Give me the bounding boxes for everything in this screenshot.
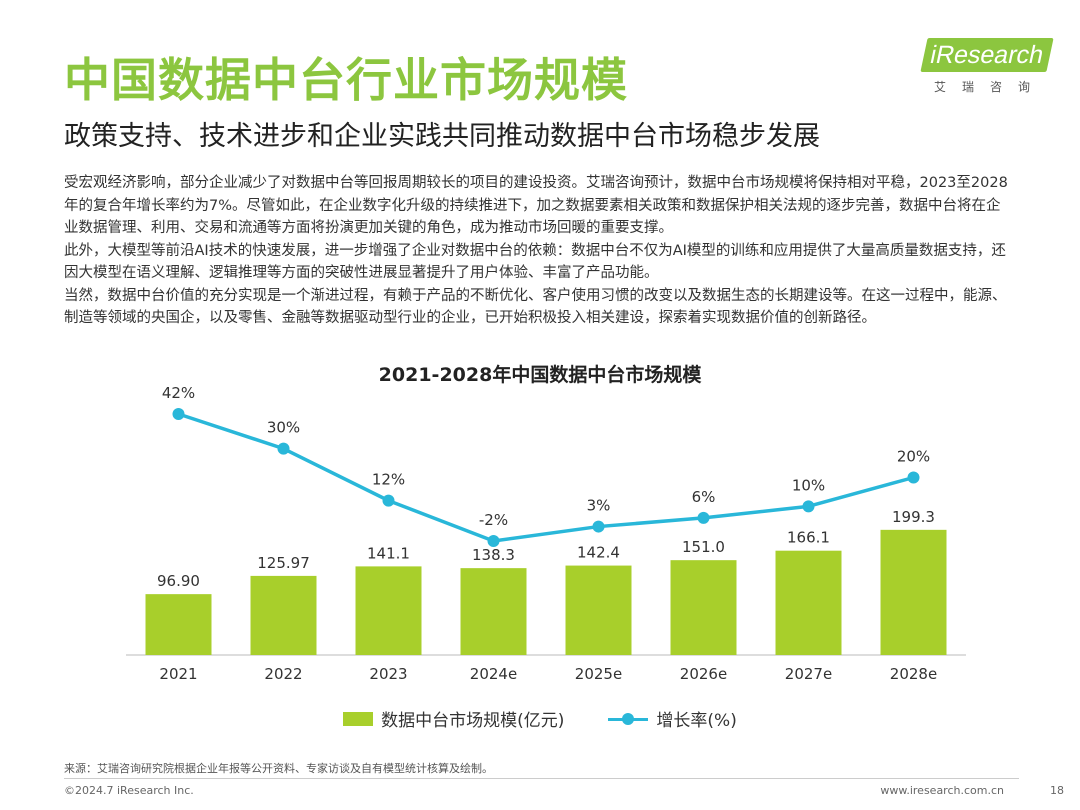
bar-value-label: 142.4 <box>577 544 620 562</box>
growth-rate-label: 3% <box>587 497 611 515</box>
body-paragraph: 当然，数据中台价值的充分实现是一个渐进过程，有赖于产品的不断优化、客户使用习惯的… <box>64 287 1007 327</box>
bar <box>250 575 317 655</box>
growth-rate-point <box>697 511 710 524</box>
x-tick-label: 2027e <box>785 665 832 683</box>
body-text: 受宏观经济影响，部分企业减少了对数据中台等回报周期较长的项目的建设投资。艾瑞咨询… <box>64 172 1014 330</box>
website-link[interactable]: www.iresearch.com.cn <box>880 784 1004 797</box>
bar-value-label: 141.1 <box>367 544 410 562</box>
bar <box>460 568 527 655</box>
bar-value-label: 151.0 <box>682 538 725 556</box>
growth-rate-label: 12% <box>372 471 405 489</box>
legend-bar-swatch <box>343 711 374 726</box>
bar-value-label: 96.90 <box>157 572 200 590</box>
growth-rate-label: 20% <box>897 448 930 466</box>
legend-item-bar: 数据中台市场规模(亿元) <box>343 706 564 731</box>
body-paragraph: 此外，大模型等前沿AI技术的快速发展，进一步增强了企业对数据中台的依赖：数据中台… <box>64 242 1006 282</box>
growth-rate-point <box>172 408 185 420</box>
footer-divider <box>64 778 1019 779</box>
bar-value-label: 138.3 <box>472 546 515 564</box>
growth-rate-line <box>177 412 914 543</box>
bar <box>670 560 737 655</box>
bar <box>775 550 842 655</box>
growth-rate-label: 42% <box>162 384 195 402</box>
bar <box>355 566 422 655</box>
x-tick-label: 2026e <box>680 665 727 683</box>
x-tick-label: 2025e <box>575 665 622 683</box>
source-note: 来源：艾瑞咨询研究院根据企业年报等公开资料、专家访谈及自有模型统计核算及绘制。 <box>64 762 493 775</box>
bar <box>880 529 947 655</box>
legend-line-label: 增长率(%) <box>656 711 737 731</box>
x-tick-label: 2022 <box>264 665 302 683</box>
chart-title: 2021-2028年中国数据中台市场规模 <box>378 364 702 386</box>
growth-rate-point <box>487 535 500 547</box>
bar <box>145 594 212 655</box>
bar <box>565 565 632 655</box>
x-tick-label: 2023 <box>369 665 407 683</box>
legend-line-swatch <box>608 712 649 726</box>
legend-bar-label: 数据中台市场规模(亿元) <box>381 711 565 731</box>
growth-rate-point <box>907 471 920 484</box>
growth-rate-label: 10% <box>792 476 825 494</box>
page-subtitle: 政策支持、技术进步和企业实践共同推动数据中台市场稳步发展 <box>64 121 820 152</box>
copyright: ©2024.7 iResearch Inc. <box>64 784 194 797</box>
growth-rate-label: -2% <box>479 511 508 529</box>
growth-rate-label: 6% <box>692 488 716 506</box>
page-title: 中国数据中台行业市场规模 <box>64 53 628 107</box>
logo-subtitle: 艾瑞咨询 <box>934 80 1047 94</box>
bar-value-label: 166.1 <box>787 529 830 547</box>
chart-legend: 数据中台市场规模(亿元) 增长率(%) <box>0 706 1080 731</box>
iresearch-logo: iResearch 艾瑞咨询 <box>920 36 1054 98</box>
growth-rate-point <box>277 442 290 455</box>
bar-value-label: 199.3 <box>892 508 935 526</box>
legend-item-line: 增长率(%) <box>608 706 737 731</box>
growth-rate-label: 30% <box>267 419 300 437</box>
x-tick-label: 2024e <box>470 665 517 683</box>
bar-value-label: 125.97 <box>257 554 310 572</box>
x-tick-label: 2021 <box>159 665 197 683</box>
page-number: 18 <box>1050 784 1064 797</box>
growth-rate-point <box>592 520 605 533</box>
growth-rate-point <box>802 500 815 513</box>
growth-rate-point <box>382 494 395 507</box>
body-paragraph: 受宏观经济影响，部分企业减少了对数据中台等回报周期较长的项目的建设投资。艾瑞咨询… <box>64 175 1008 236</box>
x-tick-label: 2028e <box>890 665 937 683</box>
